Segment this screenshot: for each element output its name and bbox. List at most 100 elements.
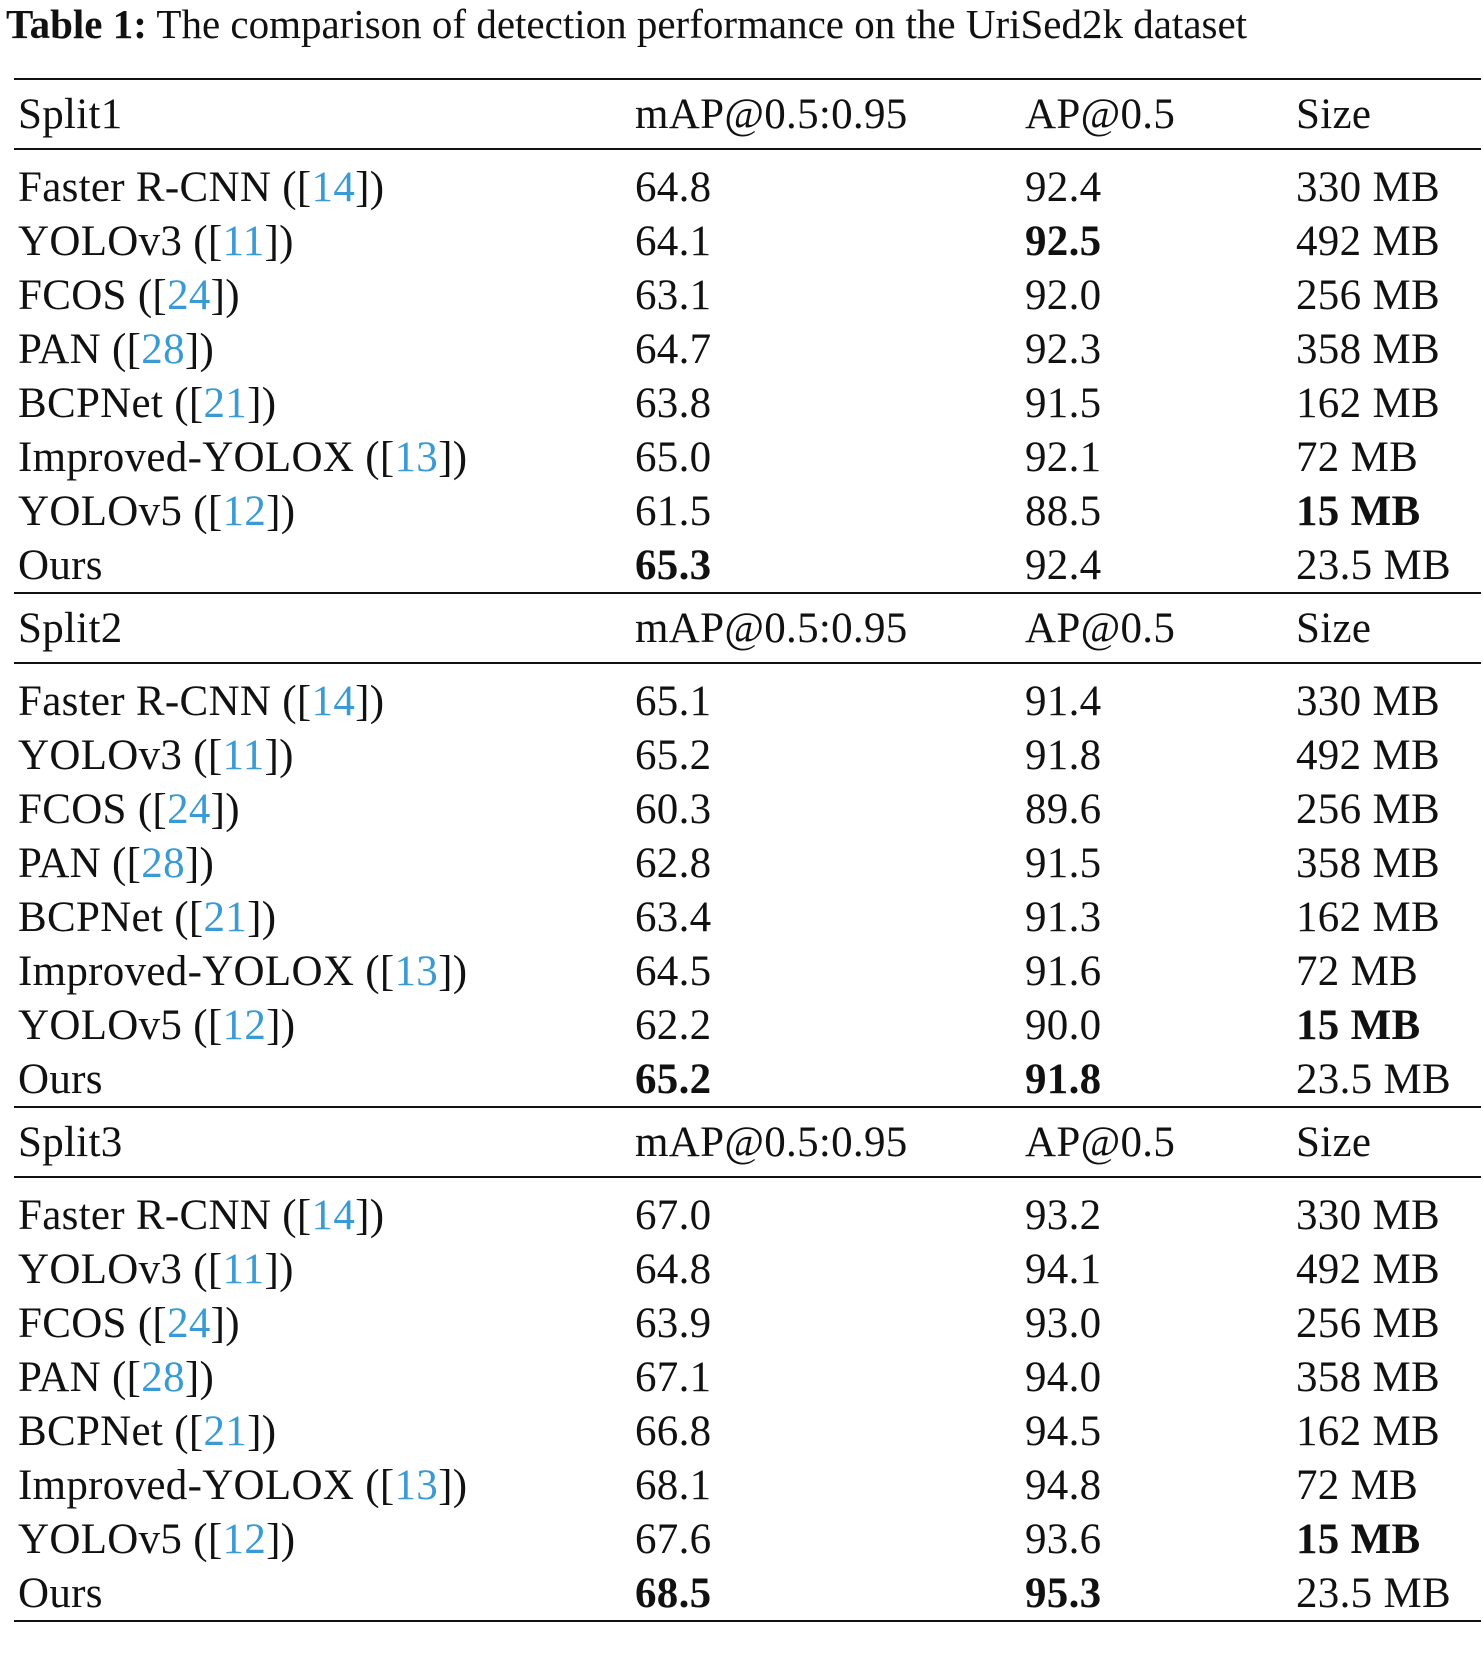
map-value: 65.3 (635, 541, 712, 589)
method-name: PAN (18, 1353, 101, 1401)
method-name: YOLOv3 (18, 217, 183, 265)
table-row: Improved-YOLOX ([13]) 65.0 92.1 72 MB (18, 433, 1419, 481)
split-name: Split2 (18, 604, 123, 652)
citation-link[interactable]: 14 (311, 163, 356, 211)
method-name: Improved-YOLOX (18, 947, 355, 995)
ap-value: 91.5 (1025, 379, 1102, 427)
size-value: 15 MB (1296, 487, 1421, 535)
table-row: BCPNet ([21]) 66.8 94.5 162 MB (18, 1407, 1440, 1455)
size-value: 23.5 MB (1296, 1055, 1452, 1103)
method-name: BCPNet (18, 1407, 164, 1455)
map-value: 64.5 (635, 947, 712, 995)
table-row: FCOS ([24]) 63.9 93.0 256 MB (18, 1299, 1440, 1347)
ap-value: 95.3 (1025, 1569, 1102, 1617)
citation-link[interactable]: 24 (167, 1299, 211, 1347)
citation-link[interactable]: 28 (141, 839, 185, 887)
ap-value: 91.8 (1025, 1055, 1102, 1103)
column-header-map: mAP@0.5:0.95 (635, 1118, 908, 1166)
ap-value: 92.4 (1025, 163, 1102, 211)
size-value: 162 MB (1296, 893, 1440, 941)
size-value: 23.5 MB (1296, 541, 1452, 589)
ap-value: 94.8 (1025, 1461, 1102, 1509)
ap-value: 94.1 (1025, 1245, 1102, 1293)
ap-value: 93.0 (1025, 1299, 1102, 1347)
method-name: PAN (18, 839, 101, 887)
table-row: FCOS ([24]) 60.3 89.6 256 MB (18, 785, 1440, 833)
table-row: PAN ([28]) 67.1 94.0 358 MB (18, 1353, 1440, 1401)
map-value: 63.8 (635, 379, 712, 427)
map-value: 64.7 (635, 325, 712, 373)
ap-value: 92.1 (1025, 433, 1102, 481)
method-name: YOLOv5 (18, 487, 183, 535)
citation-link[interactable]: 24 (167, 785, 211, 833)
map-value: 68.5 (635, 1569, 712, 1617)
size-value: 358 MB (1296, 1353, 1440, 1401)
citation-link[interactable]: 12 (222, 1515, 267, 1563)
table-row: YOLOv5 ([12]) 61.5 88.5 15 MB (18, 487, 1421, 535)
table-row: Faster R-CNN ([14]) 65.1 91.4 330 MB (18, 677, 1440, 725)
map-value: 64.1 (635, 217, 712, 265)
map-value: 62.8 (635, 839, 712, 887)
method-name: FCOS (18, 1299, 127, 1347)
citation-link[interactable]: 13 (394, 947, 439, 995)
map-value: 60.3 (635, 785, 712, 833)
ap-value: 94.0 (1025, 1353, 1102, 1401)
method-name: Improved-YOLOX (18, 1461, 355, 1509)
citation-link[interactable]: 24 (167, 271, 211, 319)
size-value: 330 MB (1296, 163, 1440, 211)
size-value: 330 MB (1296, 677, 1440, 725)
method-name: YOLOv3 (18, 1245, 183, 1293)
citation-link[interactable]: 11 (222, 731, 265, 779)
method-name: Faster R-CNN (18, 163, 272, 211)
section-header-row: Split3 mAP@0.5:0.95 AP@0.5 Size (14, 1107, 1481, 1178)
split-name: Split1 (18, 90, 123, 138)
method-name: Ours (18, 1055, 103, 1103)
citation-link[interactable]: 11 (222, 1245, 265, 1293)
citation-link[interactable]: 14 (311, 677, 356, 725)
size-value: 256 MB (1296, 785, 1440, 833)
citation-link[interactable]: 12 (222, 1001, 267, 1049)
method-name: BCPNet (18, 893, 164, 941)
table-row: Ours 65.2 91.8 23.5 MB (14, 1052, 1481, 1108)
size-value: 23.5 MB (1296, 1569, 1452, 1617)
method-name: YOLOv5 (18, 1001, 183, 1049)
citation-link[interactable]: 28 (141, 1353, 185, 1401)
citation-link[interactable]: 13 (394, 433, 439, 481)
citation-link[interactable]: 11 (222, 217, 265, 265)
section-header-row: Split1 mAP@0.5:0.95 AP@0.5 Size (14, 78, 1481, 150)
table-row: YOLOv5 ([12]) 67.6 93.6 15 MB (18, 1515, 1421, 1563)
ap-value: 88.5 (1025, 487, 1102, 535)
method-name: BCPNet (18, 379, 164, 427)
split-name: Split3 (18, 1118, 123, 1166)
citation-link[interactable]: 21 (203, 379, 248, 427)
size-value: 358 MB (1296, 839, 1440, 887)
ap-value: 92.5 (1025, 217, 1102, 265)
column-header-size: Size (1296, 604, 1372, 652)
map-value: 65.1 (635, 677, 712, 725)
table-row: YOLOv3 ([11]) 65.2 91.8 492 MB (18, 731, 1440, 779)
citation-link[interactable]: 28 (141, 325, 185, 373)
ap-value: 91.8 (1025, 731, 1102, 779)
size-value: 162 MB (1296, 379, 1440, 427)
results-table-body: Split1 mAP@0.5:0.95 AP@0.5 Size Faster R-CNN… (14, 78, 1481, 1622)
size-value: 15 MB (1296, 1515, 1421, 1563)
table-caption: Table 1: The comparison of detection per… (6, 0, 1247, 48)
table-row: YOLOv5 ([12]) 62.2 90.0 15 MB (18, 1001, 1421, 1049)
map-value: 64.8 (635, 163, 712, 211)
size-value: 72 MB (1296, 947, 1419, 995)
ap-value: 92.4 (1025, 541, 1102, 589)
citation-link[interactable]: 14 (311, 1191, 356, 1239)
table-row: BCPNet ([21]) 63.8 91.5 162 MB (18, 379, 1440, 427)
table-row: Ours 68.5 95.3 23.5 MB (14, 1566, 1481, 1622)
table-row: FCOS ([24]) 63.1 92.0 256 MB (18, 271, 1440, 319)
ap-value: 93.6 (1025, 1515, 1102, 1563)
citation-link[interactable]: 21 (203, 893, 248, 941)
column-header-map: mAP@0.5:0.95 (635, 604, 908, 652)
citation-link[interactable]: 12 (222, 487, 267, 535)
citation-link[interactable]: 13 (394, 1461, 439, 1509)
map-value: 65.2 (635, 731, 712, 779)
map-value: 66.8 (635, 1407, 712, 1455)
size-value: 330 MB (1296, 1191, 1440, 1239)
size-value: 256 MB (1296, 271, 1440, 319)
citation-link[interactable]: 21 (203, 1407, 248, 1455)
